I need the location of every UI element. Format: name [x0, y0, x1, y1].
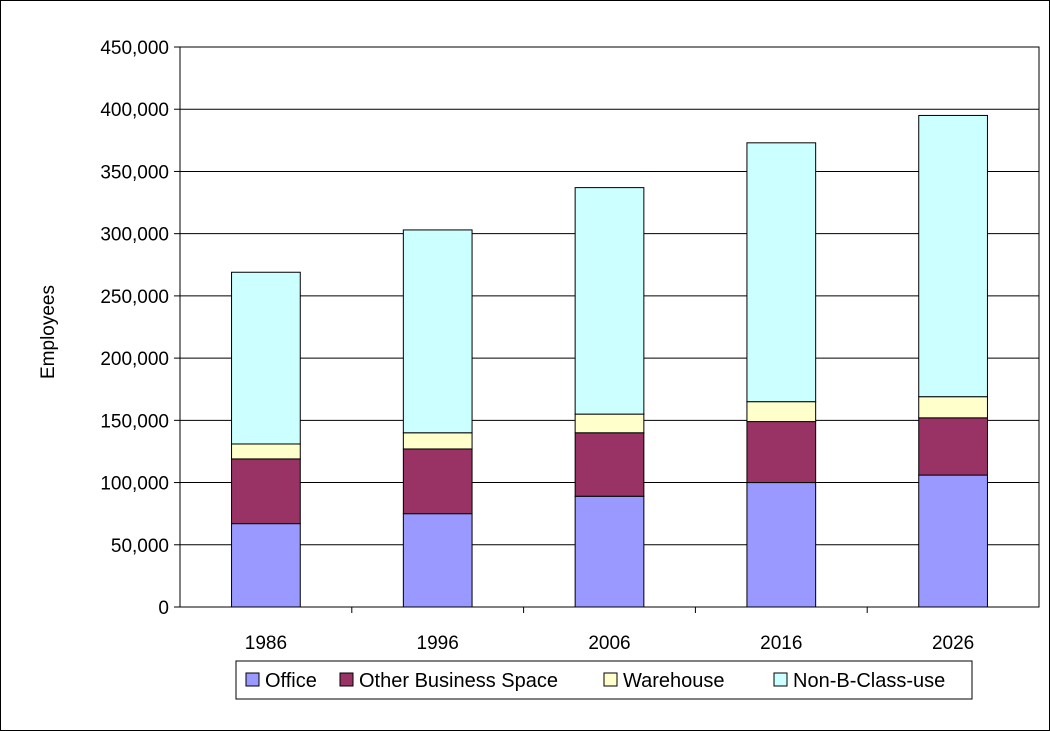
bar-segment: [746, 482, 817, 608]
y-tick-label: 450,000: [100, 38, 169, 59]
bar-segment: [231, 443, 301, 460]
bar-segment: [918, 417, 988, 476]
bar-segment: [918, 396, 988, 419]
x-tick-label: 2016: [760, 633, 802, 654]
y-tick-label: 0: [158, 598, 169, 619]
bar-segment: [746, 142, 817, 403]
legend-label: Other Business Space: [359, 670, 558, 692]
bars: [231, 114, 988, 608]
bar-segment: [918, 114, 988, 398]
bar-segment: [746, 421, 817, 484]
x-tick-label: 2026: [932, 633, 974, 654]
y-tick-label: 150,000: [100, 411, 169, 432]
bar-segment: [402, 229, 473, 434]
bar-segment: [574, 187, 645, 415]
legend-swatch: [339, 672, 354, 687]
y-tick-label: 300,000: [100, 225, 169, 246]
y-tick-label: 250,000: [100, 287, 169, 308]
legend-label: Warehouse: [623, 670, 725, 692]
legend-label: Non-B-Class-use: [793, 670, 945, 692]
bar-segment: [402, 432, 473, 450]
y-tick-label: 400,000: [100, 100, 169, 121]
x-tick-label: 2006: [588, 633, 630, 654]
bar-segment: [574, 432, 645, 497]
x-tick-label: 1986: [245, 633, 287, 654]
y-tick-label: 200,000: [100, 349, 169, 370]
axes: 0 50,000 100,000 150,000 200,000 250,000 300,0…: [100, 38, 1039, 654]
bar-segment: [918, 474, 988, 608]
bar-segment: [574, 413, 645, 434]
bar-segment: [402, 513, 473, 608]
y-tick-label: 50,000: [111, 536, 169, 557]
legend-swatch: [773, 672, 788, 687]
legend-swatch: [603, 672, 618, 687]
bar-segment: [231, 523, 301, 608]
bar-segment: [231, 271, 301, 445]
y-axis-label: Employees: [38, 285, 59, 379]
legend-swatch: [245, 672, 260, 687]
x-tick-label: 1996: [417, 633, 459, 654]
bar-segment: [746, 401, 817, 423]
bar-segment: [574, 495, 645, 608]
y-tick-label: 350,000: [100, 162, 169, 183]
legend-label: Office: [265, 670, 317, 692]
bar-segment: [402, 448, 473, 515]
y-tick-label: 100,000: [100, 474, 169, 495]
bar-segment: [231, 458, 301, 525]
legend: Office Other Business Space Warehouse Non-B…: [235, 660, 973, 700]
